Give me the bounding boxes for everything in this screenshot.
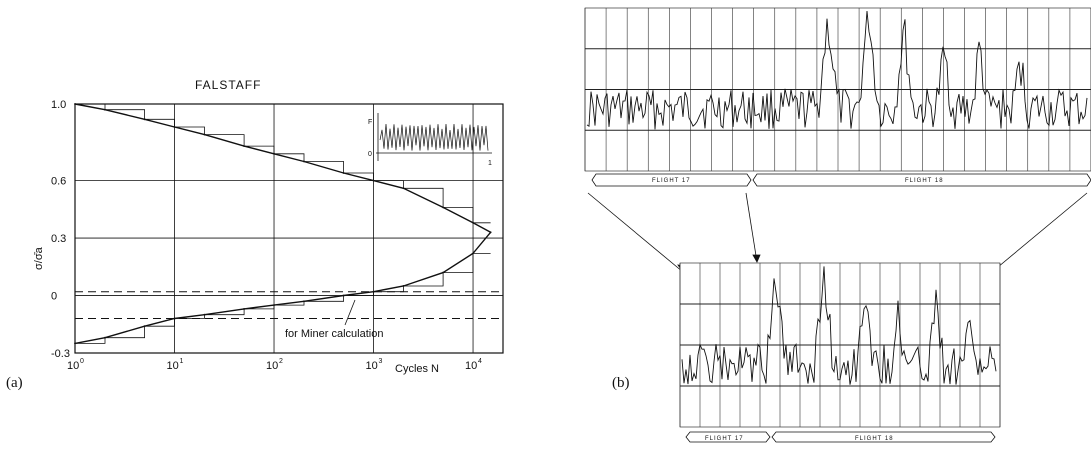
data-point	[442, 206, 444, 209]
x-tick-label: 10	[366, 360, 378, 372]
miner-annotation: for Miner calculation	[285, 328, 383, 340]
data-point	[489, 231, 492, 234]
plot-frame	[74, 103, 504, 354]
flight-17-tag-top: FLIGHT 17	[591, 173, 752, 187]
bottom-strip-chart	[679, 262, 1001, 428]
data-point	[372, 290, 375, 293]
data-point	[243, 145, 245, 148]
data-point	[104, 336, 106, 339]
data-point	[402, 285, 405, 287]
data-point	[303, 160, 305, 163]
data-point	[143, 325, 146, 328]
bottom-strip-grid	[679, 263, 1001, 427]
data-point	[173, 317, 176, 320]
y-axis-label: σ/σ̄a	[33, 246, 45, 270]
inset-zero-tick: 0	[368, 151, 372, 158]
data-point	[342, 172, 345, 174]
top-strip-chart	[584, 7, 1091, 172]
x-tick-label: 10	[67, 360, 79, 372]
data-point	[472, 221, 474, 224]
flight-17-label-bottom: FLIGHT 17	[705, 436, 744, 442]
x-tick-exponent: 0	[80, 358, 84, 365]
data-point	[472, 252, 474, 255]
panel-a: (a) FALSTAFF 10 0 10 1 10 2 10 3 10 4-0.300.30.61…	[6, 78, 504, 391]
panel-a-label: (a)	[6, 375, 23, 391]
flight-18-tag-bottom: FLIGHT 18	[771, 431, 996, 443]
flight-18-tag-top: FLIGHT 18	[752, 173, 1091, 187]
data-point	[273, 304, 275, 307]
grid-lines	[74, 103, 503, 354]
data-point	[104, 108, 106, 111]
y-tick-label: -0.3	[51, 348, 70, 360]
data-point	[74, 342, 76, 345]
reference-lines	[75, 291, 503, 320]
x-tick-label: 10	[465, 360, 477, 372]
axis-ticks: 10 0 10 1 10 2 10 3 10 4-0.300.30.61.0	[51, 99, 482, 372]
data-point	[442, 271, 444, 274]
inset-y-label: F	[368, 119, 372, 126]
x-tick-exponent: 4	[478, 358, 482, 365]
y-tick-label: 0.3	[51, 233, 66, 245]
panel-b-label: (b)	[612, 375, 630, 391]
top-strip-trace	[586, 10, 1088, 130]
zoom-connectors	[587, 192, 1088, 273]
data-point	[243, 308, 245, 310]
data-point	[74, 103, 76, 105]
y-tick-label: 0	[51, 291, 57, 303]
y-tick-label: 0.6	[51, 176, 66, 188]
top-strip-grid	[584, 8, 1091, 171]
data-point	[173, 126, 176, 128]
flight-18-label-bottom: FLIGHT 18	[855, 436, 894, 442]
data-point	[203, 133, 206, 136]
data-point	[143, 118, 146, 121]
bottom-strip-trace	[681, 266, 997, 385]
chart-title: FALSTAFF	[195, 78, 261, 92]
data-point	[372, 179, 375, 182]
data-point	[342, 294, 345, 297]
flight-17-tag-bottom: FLIGHT 17	[685, 431, 771, 443]
inset-end-tick: 1	[488, 160, 492, 167]
annotation-leader	[344, 299, 356, 326]
y-tick-label: 1.0	[51, 99, 66, 111]
data-point	[273, 152, 275, 155]
exceedance-curves	[74, 103, 492, 345]
inset-trace	[379, 123, 489, 151]
x-tick-exponent: 2	[279, 358, 283, 365]
x-tick-exponent: 1	[180, 358, 184, 365]
data-point	[402, 187, 405, 190]
data-point	[303, 300, 305, 303]
panel-b: (b) FLIGHT 17 FLIGHT 18	[584, 7, 1091, 443]
flight-18-label-top: FLIGHT 18	[905, 178, 944, 184]
data-point	[203, 313, 206, 316]
x-axis-label: Cycles N	[395, 363, 439, 375]
x-tick-label: 10	[266, 360, 278, 372]
flight-17-label-top: FLIGHT 17	[652, 178, 691, 184]
series-curve-2	[74, 231, 492, 345]
series-steps-1	[75, 103, 491, 224]
series-steps-2	[75, 253, 491, 344]
x-tick-exponent: 3	[379, 358, 383, 365]
inset-load-history: F 0 1	[368, 113, 492, 167]
x-tick-label: 10	[167, 360, 179, 372]
series-curve-1	[74, 103, 491, 233]
